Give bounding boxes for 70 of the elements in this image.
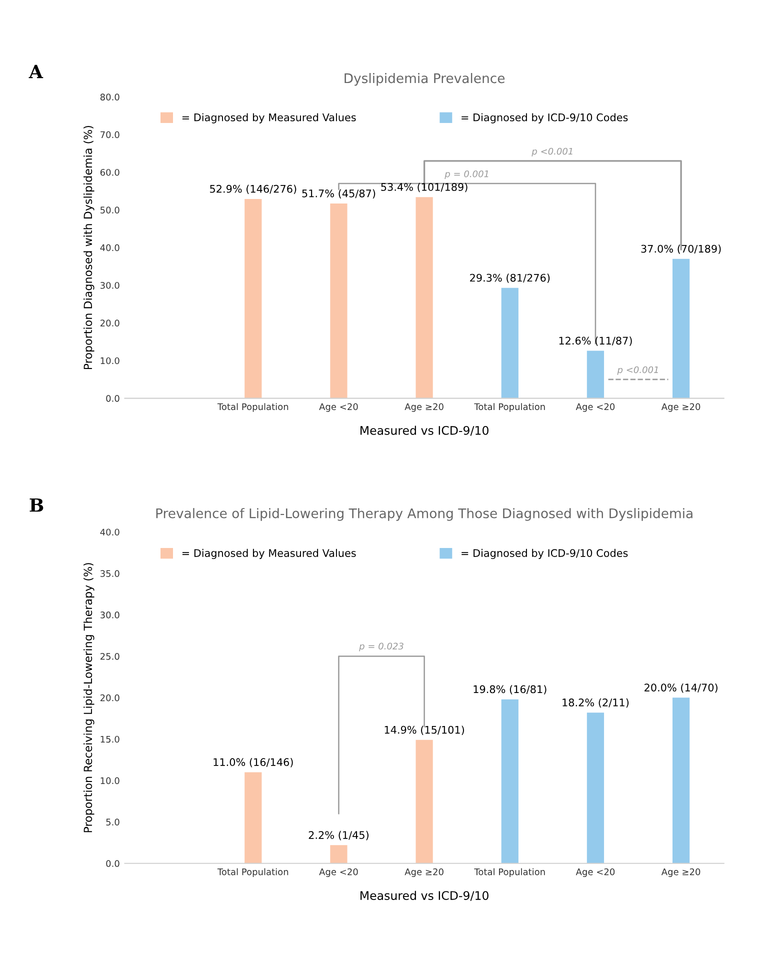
x-tick-label: Age <20 — [319, 403, 358, 412]
bar — [501, 288, 518, 398]
y-axis-title: Proportion Diagnosed with Dyslipidemia (%) — [84, 126, 94, 370]
y-tick-label: 60.0 — [100, 168, 120, 176]
x-tick-label: Total Population — [217, 868, 288, 877]
y-tick-label: 40.0 — [100, 244, 120, 252]
x-tick-label: Age ≥20 — [661, 868, 700, 877]
y-tick-label: 70.0 — [100, 131, 120, 138]
y-tick-label: 35.0 — [100, 570, 120, 577]
text: A — [28, 64, 44, 78]
y-tick-label: 80.0 — [100, 94, 120, 100]
bar — [672, 258, 690, 398]
legend-label: = Diagnosed by Measured Values — [182, 548, 356, 560]
y-tick-label: 30.0 — [100, 282, 120, 289]
bar — [672, 698, 690, 864]
y-tick-label: 40.0 — [100, 528, 120, 536]
y-tick-label: 30.0 — [100, 612, 120, 618]
x-axis-title: Measured vs ICD-9/10 — [360, 890, 488, 901]
chart-title: Dyslipidemia Prevalence — [344, 72, 505, 86]
x-tick-label: Total Population — [474, 403, 545, 412]
data-label: 2.2% (1/45) — [308, 830, 368, 840]
x-tick-label: Age <20 — [576, 403, 615, 412]
y-tick-label: 20.0 — [100, 320, 120, 326]
data-label: 52.9% (146/276) — [210, 184, 296, 194]
chart-title: Prevalence of Lipid-Lowering Therapy Among Those Diagnosed with Dyslipidemia — [156, 508, 692, 521]
annotation: p <0.001 — [532, 148, 572, 156]
legend-label: = Diagnosed by ICD-9/10 Codes — [462, 113, 628, 124]
bar — [244, 772, 262, 864]
y-axis-title: Proportion Receiving Lipid-Lowering Therapy (%) — [84, 563, 94, 832]
bar — [586, 350, 604, 398]
y-tick-label: 20.0 — [100, 694, 120, 702]
x-axis-title: Measured vs ICD-9/10 — [360, 426, 488, 436]
bar — [586, 712, 604, 864]
data-label: 18.2% (2/11) — [562, 698, 629, 708]
data-label: 11.0% (16/146) — [214, 758, 293, 768]
text: B — [30, 498, 44, 512]
data-label: 53.4% (101/189) — [381, 182, 468, 192]
x-tick-label: Age <20 — [319, 868, 358, 877]
bar — [416, 740, 433, 864]
bar — [416, 197, 433, 398]
data-label: 12.6% (11/87) — [559, 336, 632, 346]
data-label: 51.7% (45/87) — [302, 189, 376, 199]
y-tick-label: 50.0 — [100, 206, 120, 214]
bar — [244, 198, 262, 398]
y-tick-label: 0.0 — [106, 860, 120, 867]
x-tick-label: Total Population — [217, 403, 288, 412]
y-tick-label: 10.0 — [100, 777, 120, 784]
legend-label: = Diagnosed by Measured Values — [182, 113, 356, 124]
annotation: p = 0.001 — [444, 170, 488, 180]
y-tick-label: 15.0 — [100, 736, 120, 743]
y-tick-label: 0.0 — [106, 394, 120, 402]
data-label: 14.9% (15/101) — [384, 726, 464, 735]
legend-label: = Diagnosed by ICD-9/10 Codes — [462, 548, 628, 560]
bar — [501, 699, 518, 864]
x-tick-label: Total Population — [474, 868, 545, 877]
annotation: p <0.001 — [617, 366, 658, 375]
bar — [330, 845, 348, 864]
x-tick-label: Age <20 — [576, 868, 615, 877]
annotation: p = 0.023 — [359, 642, 404, 652]
y-tick-label: 25.0 — [100, 652, 120, 660]
x-tick-label: Age ≥20 — [404, 868, 444, 877]
data-label: 29.3% (81/276) — [470, 274, 550, 283]
data-label: 19.8% (16/81) — [474, 685, 546, 694]
x-tick-label: Age ≥20 — [661, 403, 700, 412]
data-label: 37.0% (70/189) — [641, 244, 721, 254]
bar — [330, 204, 348, 398]
data-label: 20.0% (14/70) — [644, 683, 718, 693]
x-tick-label: Age ≥20 — [404, 403, 444, 412]
y-tick-label: 10.0 — [100, 357, 120, 364]
y-tick-label: 5.0 — [106, 818, 120, 826]
